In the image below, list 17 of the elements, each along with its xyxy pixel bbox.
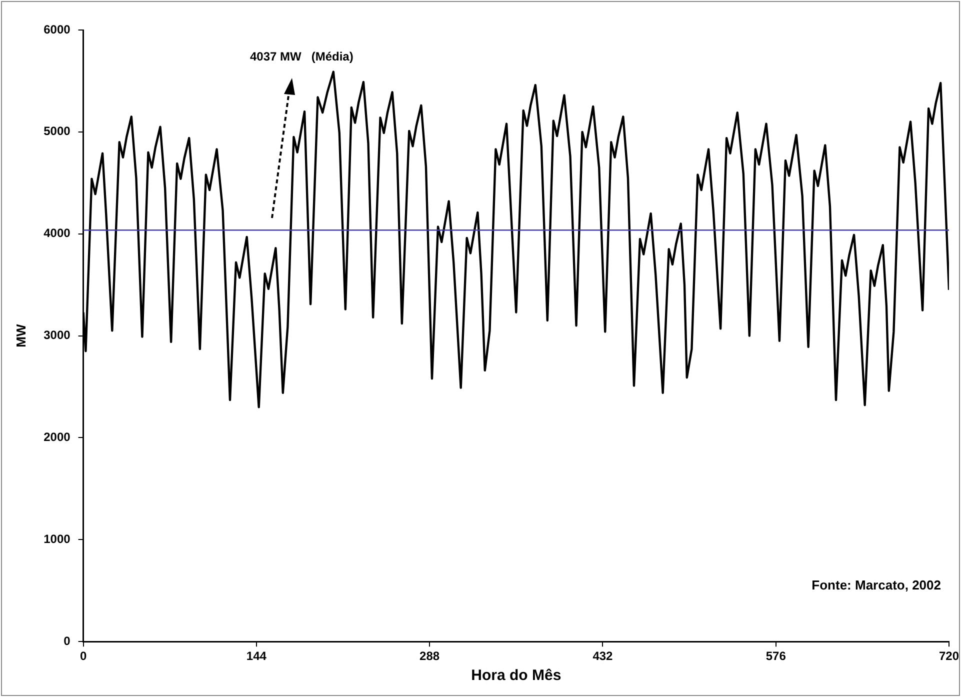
y-tick-label: 5000 (44, 124, 71, 138)
x-tick-label: 0 (80, 649, 87, 664)
annotation: Fonte: Marcato, 2002 (812, 578, 941, 593)
y-tick-label: 1000 (44, 532, 71, 546)
x-tick-label: 288 (420, 649, 440, 664)
y-axis-title: MW (13, 324, 28, 348)
x-tick-label: 576 (766, 649, 786, 664)
y-tick-label: 4000 (44, 226, 71, 240)
x-tick-label: 144 (246, 649, 267, 664)
x-tick-label: 432 (592, 649, 614, 664)
y-tick-label: 3000 (44, 328, 71, 342)
x-axis-title: Hora do Mês (471, 667, 562, 684)
y-tick-label: 0 (64, 634, 71, 648)
y-tick-label: 2000 (44, 430, 71, 444)
annotation: 4037 MW (Média) (250, 49, 354, 64)
y-tick-label: 6000 (44, 22, 71, 36)
x-tick-label: 720 (938, 649, 960, 664)
